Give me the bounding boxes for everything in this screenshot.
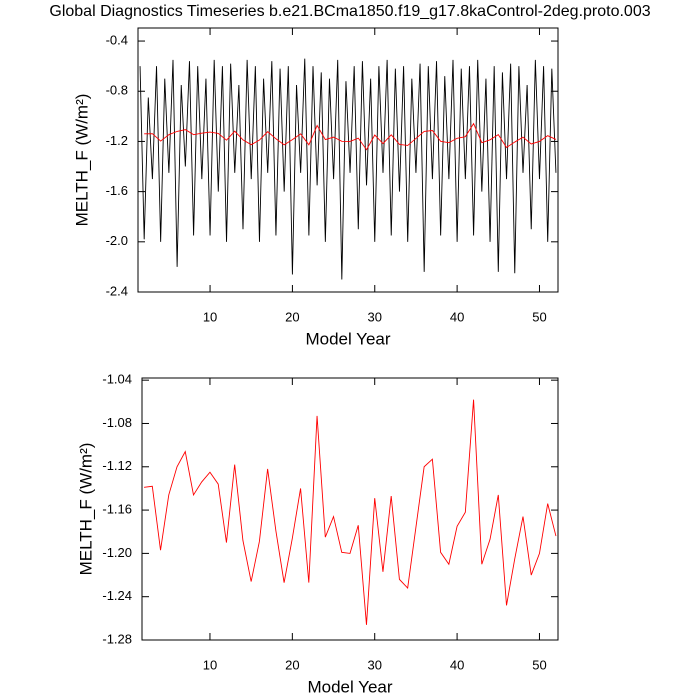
y-axis-label: MELTH_F (W/m²) [72, 94, 91, 227]
x-tick-label: 20 [285, 309, 299, 324]
y-axis-label: MELTH_F (W/m²) [76, 443, 95, 576]
x-tick-label: 40 [450, 657, 464, 672]
x-axis-label: Model Year [305, 329, 390, 348]
plot-frame [137, 27, 559, 293]
x-tick-label: 20 [285, 657, 299, 672]
y-tick-label: -2.0 [106, 233, 128, 248]
y-tick-label: -1.6 [106, 183, 128, 198]
y-tick-label: -1.28 [102, 631, 132, 646]
series-line [144, 399, 557, 625]
x-tick-label: 10 [203, 657, 217, 672]
x-tick-label: 30 [367, 657, 381, 672]
series-line [139, 58, 557, 280]
figure-title: Global Diagnostics Timeseries b.e21.BCma… [49, 3, 650, 20]
y-tick-label: -0.4 [106, 32, 128, 47]
x-tick-label: 50 [532, 309, 546, 324]
y-tick-label: -1.04 [102, 372, 132, 387]
x-tick-label: 10 [203, 309, 217, 324]
y-tick-label: -1.12 [102, 458, 132, 473]
y-tick-label: -1.20 [102, 545, 132, 560]
series-line [144, 122, 557, 151]
y-tick-label: -1.16 [102, 502, 132, 517]
y-tick-label: -0.8 [106, 83, 128, 98]
y-tick-label: -1.2 [106, 133, 128, 148]
y-tick-label: -2.4 [106, 283, 128, 298]
x-tick-label: 30 [368, 309, 382, 324]
x-axis-label: Model Year [307, 677, 392, 696]
y-tick-label: -1.08 [102, 415, 132, 430]
x-tick-label: 40 [450, 309, 464, 324]
x-tick-label: 50 [532, 657, 546, 672]
y-tick-label: -1.24 [102, 588, 132, 603]
plot-frame [141, 377, 559, 641]
